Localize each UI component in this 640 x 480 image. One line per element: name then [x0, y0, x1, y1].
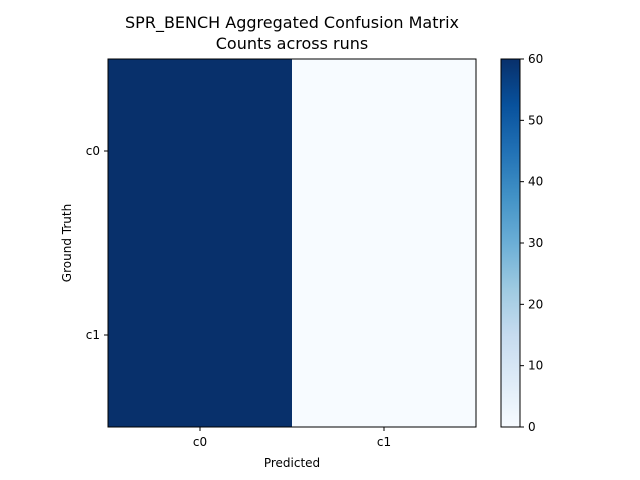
colorbar-tick-label: 50 [528, 113, 543, 127]
heatmap-cell-c1-c1 [292, 243, 476, 427]
chart-subtitle: Counts across runs [216, 34, 369, 53]
plot-frame [107, 58, 477, 428]
colorbar-tick-label: 10 [528, 359, 543, 373]
heatmap-cell-c0-c1 [292, 59, 476, 243]
colorbar [500, 58, 521, 428]
x-axis-ticks: c0 c1 [193, 427, 391, 449]
y-tick-label: c1 [86, 328, 100, 342]
colorbar-tick-label: 60 [528, 52, 543, 66]
colorbar-tick-label: 30 [528, 236, 543, 250]
colorbar-tick-label: 0 [528, 420, 536, 434]
colorbar-tick-label: 40 [528, 175, 543, 189]
heatmap-cell-c1-c0 [108, 243, 292, 427]
heatmap-cells [108, 59, 476, 427]
y-tick-label: c0 [86, 144, 100, 158]
heatmap-cell-c0-c0 [108, 59, 292, 243]
x-tick-label: c1 [377, 435, 391, 449]
colorbar-ticks: 0 10 20 30 40 50 60 [520, 52, 543, 434]
y-axis-ticks: c0 c1 [86, 144, 108, 342]
y-axis-label: Ground Truth [60, 204, 74, 282]
x-axis-label: Predicted [264, 456, 320, 470]
x-tick-label: c0 [193, 435, 207, 449]
chart-title: SPR_BENCH Aggregated Confusion Matrix [125, 13, 459, 33]
colorbar-tick-label: 20 [528, 297, 543, 311]
